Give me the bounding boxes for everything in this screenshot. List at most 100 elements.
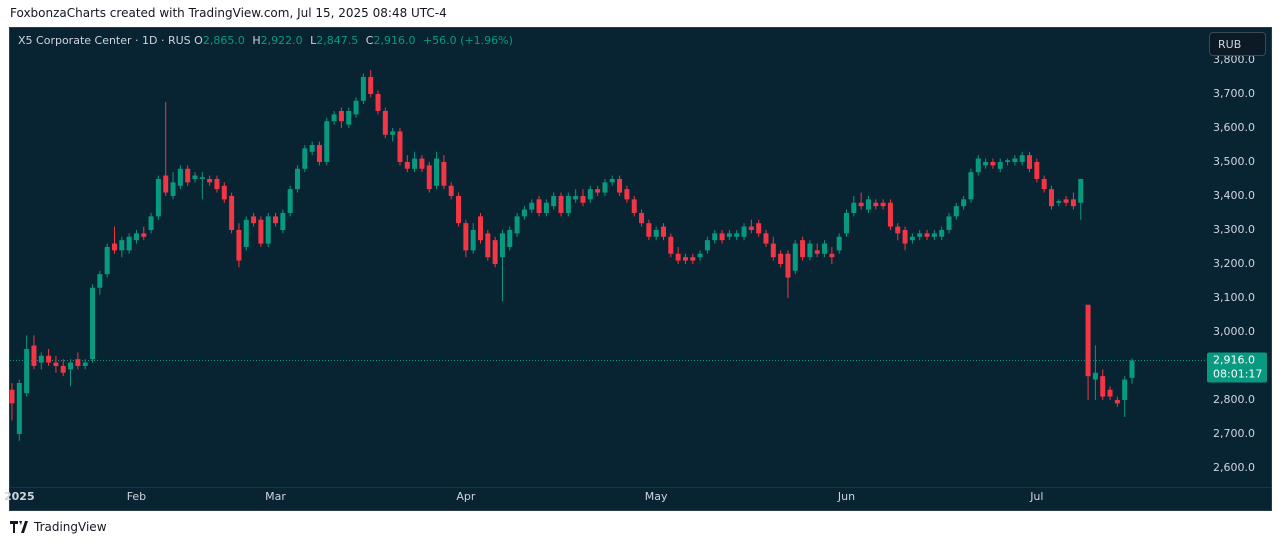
candle-body <box>822 243 828 254</box>
candle-body <box>595 189 601 193</box>
candle-body <box>573 195 579 200</box>
candle-body <box>236 229 242 261</box>
y-tick-label: 3,300.0 <box>1213 223 1255 236</box>
candle-body <box>16 382 22 434</box>
candle-body <box>961 199 967 207</box>
candle-body <box>785 253 791 278</box>
candle-body <box>697 253 703 258</box>
candle-body <box>887 202 893 227</box>
candle-body <box>617 178 623 193</box>
candle-body <box>492 240 498 264</box>
candle-body <box>119 240 125 251</box>
candle-body <box>507 229 513 247</box>
candle-body <box>419 158 425 169</box>
candle-body <box>82 362 88 366</box>
candle-body <box>434 158 440 186</box>
candle-body <box>338 110 344 122</box>
candle-body <box>558 195 564 213</box>
candle-body <box>24 348 30 394</box>
candle-body <box>90 287 96 360</box>
candle-body <box>1063 199 1069 203</box>
y-tick-label: 3,000.0 <box>1213 325 1255 338</box>
candle-body <box>331 114 337 122</box>
candle-body <box>441 161 447 186</box>
candle-body <box>229 195 235 230</box>
candle-body <box>214 178 220 190</box>
candle-body <box>368 76 374 94</box>
candle-body <box>126 236 132 251</box>
candle-body <box>1041 178 1047 190</box>
candle-body <box>148 216 154 230</box>
candle-body <box>719 233 725 241</box>
header: FoxbonzaCharts created with TradingView.… <box>10 6 447 20</box>
low-key: L <box>310 34 317 47</box>
candle-body <box>397 131 403 162</box>
candle-body <box>346 110 352 125</box>
candle-body <box>38 355 44 363</box>
candle-body <box>273 216 279 224</box>
candle-body <box>844 212 850 234</box>
candle-body <box>104 246 110 275</box>
candle-body <box>521 209 527 217</box>
candle-body <box>477 216 483 241</box>
candle-body <box>770 243 776 258</box>
candle-body <box>185 168 191 183</box>
candle-body <box>60 365 66 373</box>
candle-body <box>880 202 886 207</box>
candle-body <box>251 216 257 224</box>
candle-body <box>287 189 293 213</box>
footer: TradingView <box>10 520 107 534</box>
candle-body <box>602 182 608 193</box>
candle-body <box>163 175 169 193</box>
y-tick-label: 3,200.0 <box>1213 257 1255 270</box>
candle-body <box>653 229 659 237</box>
candle-body <box>316 144 322 162</box>
candle-body <box>1085 304 1091 377</box>
candle-body <box>924 233 930 237</box>
low-value: 2,847.5 <box>316 34 359 47</box>
candle-body <box>800 240 806 258</box>
high-key: H <box>252 34 261 47</box>
candle-body <box>748 226 754 230</box>
candle-body <box>690 257 696 261</box>
candle-body <box>9 389 15 404</box>
candle-body <box>726 233 732 237</box>
candle-body <box>1122 379 1128 400</box>
candle-body <box>807 243 813 258</box>
x-tick-label: Jun <box>837 490 855 503</box>
candle-body <box>294 168 300 190</box>
candle-body <box>243 219 249 247</box>
candle-body <box>1100 376 1106 397</box>
candle-body <box>111 243 117 251</box>
candle-body <box>704 240 710 251</box>
y-tick-label: 3,100.0 <box>1213 291 1255 304</box>
candle-body <box>1019 155 1025 162</box>
candle-body <box>302 148 308 169</box>
price-tag-countdown: 08:01:17 <box>1213 368 1262 381</box>
footer-text: TradingView <box>34 520 107 534</box>
candle-body <box>499 233 505 258</box>
y-tick-label: 3,700.0 <box>1213 87 1255 100</box>
currency-button[interactable]: RUB <box>1209 32 1266 56</box>
candle-body <box>353 100 359 115</box>
candle-body <box>939 229 945 237</box>
candle-body <box>514 216 520 234</box>
candle-body <box>375 93 381 111</box>
candle-body <box>646 223 652 237</box>
candle-body <box>836 236 842 251</box>
candle-body <box>1114 399 1120 404</box>
candle-body <box>155 178 161 217</box>
x-tick-label: Jul <box>1029 490 1043 503</box>
candle-body <box>983 161 989 166</box>
candle-body <box>895 226 901 234</box>
y-tick-label: 3,800.0 <box>1213 53 1255 66</box>
candle-body <box>946 216 952 230</box>
candle-body <box>1070 199 1076 207</box>
candle-body <box>814 250 820 254</box>
y-tick-label: 3,400.0 <box>1213 189 1255 202</box>
candle-body <box>756 223 762 234</box>
candle-body <box>404 161 410 169</box>
candle-body <box>1078 178 1084 203</box>
candle-body <box>778 253 784 264</box>
candle-body <box>551 195 557 207</box>
